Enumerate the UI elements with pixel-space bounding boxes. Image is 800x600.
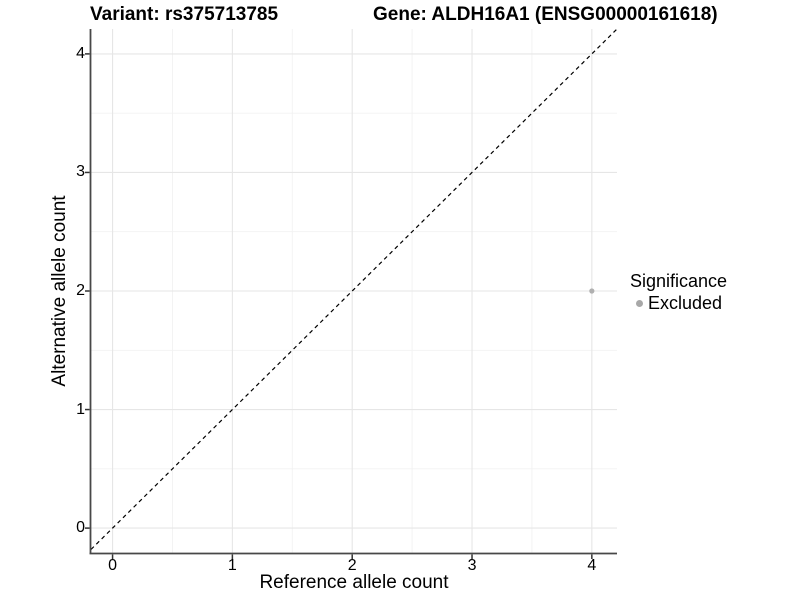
- y-axis-title: Alternative allele count: [49, 195, 70, 387]
- x-tick-label: 3: [467, 557, 477, 574]
- y-tick-label: 1: [76, 400, 85, 418]
- x-tick-label: 4: [587, 557, 597, 574]
- x-tick-label: 1: [227, 557, 237, 574]
- legend-item-label: Excluded: [648, 293, 723, 313]
- variant-title: Variant: rs375713785: [90, 4, 279, 25]
- x-axis-title: Reference allele count: [259, 572, 449, 593]
- gene-title: Gene: ALDH16A1 (ENSG00000161618): [373, 4, 718, 25]
- y-tick-label: 4: [76, 44, 85, 62]
- data-point: [589, 288, 595, 294]
- legend: Significance Excluded: [630, 271, 727, 314]
- y-tick-label: 0: [76, 519, 85, 537]
- legend-item-excluded: Excluded: [630, 293, 727, 314]
- identity-dashed-line: [90, 28, 618, 550]
- x-tick-label: 0: [108, 557, 118, 574]
- y-tick-label: 2: [76, 282, 85, 299]
- legend-title: Significance: [630, 271, 728, 291]
- legend-dot-icon: [636, 300, 643, 307]
- y-tick-label: 3: [76, 163, 85, 181]
- x-tick-label: 2: [347, 557, 357, 574]
